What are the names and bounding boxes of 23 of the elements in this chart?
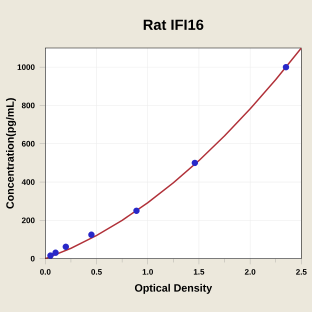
line-series [45, 48, 302, 259]
x-tick-label: 0.5 [91, 269, 102, 275]
point [52, 250, 59, 256]
y-tick-label: 1000 [18, 64, 35, 70]
point [192, 160, 198, 166]
y-tick-label: 0 [30, 256, 35, 262]
x-tick-label: 1.0 [142, 269, 153, 275]
y-tick-label: 200 [22, 218, 35, 224]
x-tick-label: 2.5 [296, 269, 307, 275]
point [133, 208, 140, 214]
x-tick-label: 1.5 [194, 269, 204, 275]
x-axis-title: Optical Density [134, 284, 212, 294]
y-axis-title: Concentration(pg/mL) [6, 98, 16, 209]
y-tick-label: 800 [22, 102, 35, 108]
point [282, 64, 290, 70]
x-tick-label: 0.0 [40, 269, 51, 275]
point [62, 244, 70, 250]
chart-title: Rat IFI16 [144, 20, 204, 30]
x-tick-label: 2.0 [244, 269, 256, 275]
y-tick-label: 400 [22, 179, 35, 185]
point [88, 232, 95, 238]
point [47, 252, 54, 259]
y-tick-label: 600 [22, 140, 35, 147]
